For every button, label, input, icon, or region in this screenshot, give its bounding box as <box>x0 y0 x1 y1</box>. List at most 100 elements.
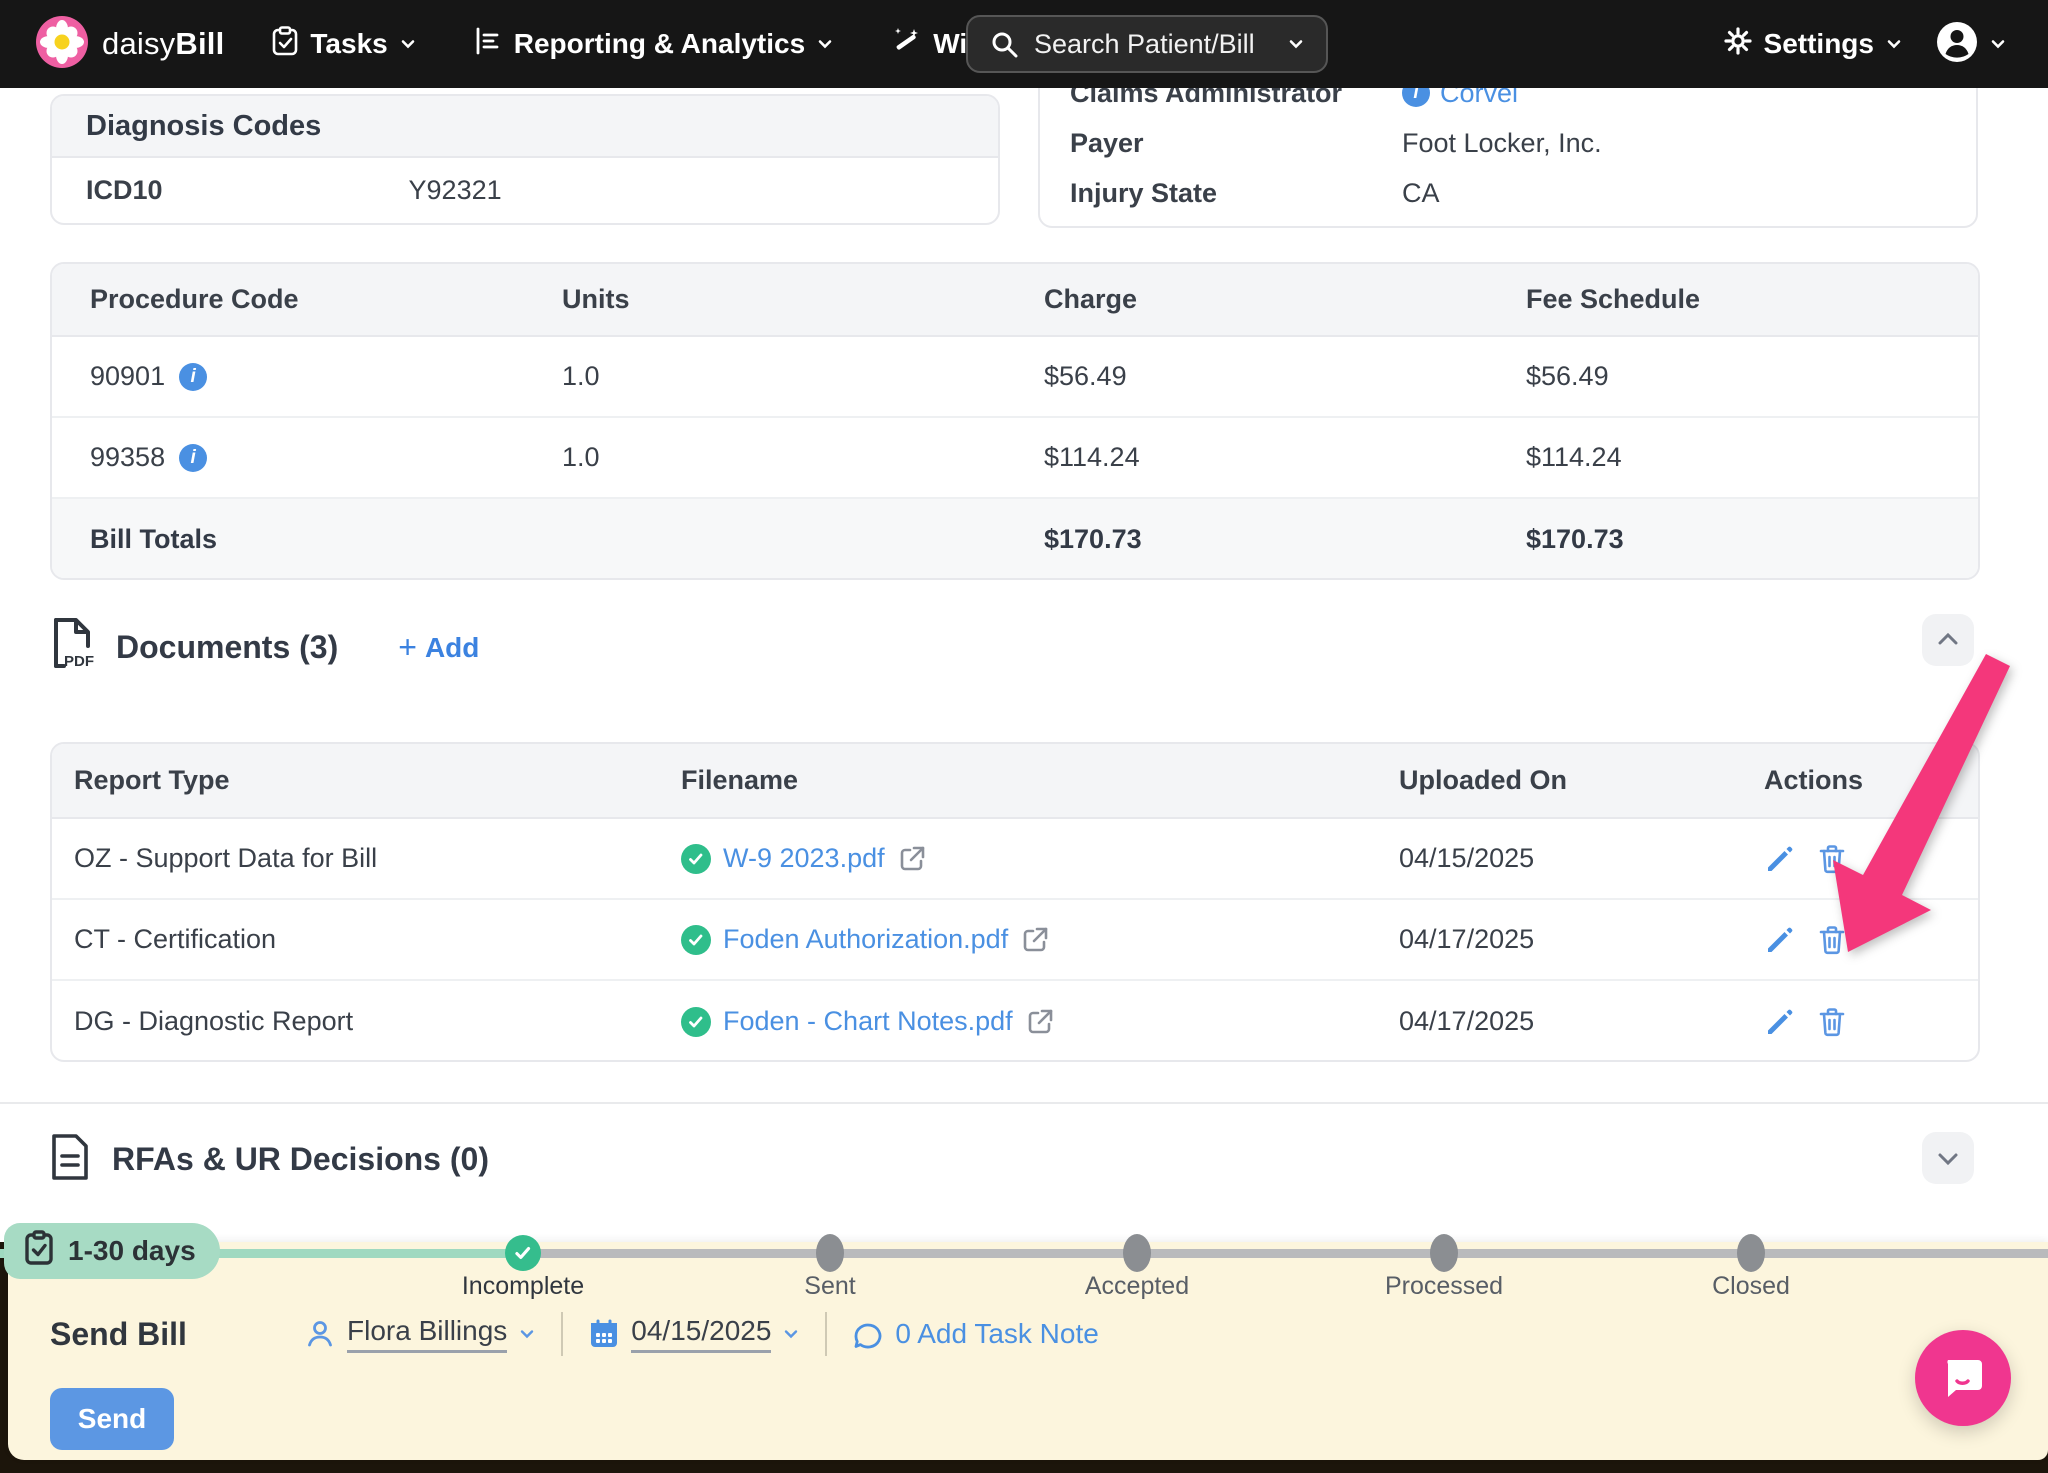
search-label: Search Patient/Bill <box>1034 29 1288 60</box>
uploaded-on: 04/17/2025 <box>1399 924 1764 955</box>
col-uploaded-on: Uploaded On <box>1399 765 1764 796</box>
brand-name: daisyBill <box>102 26 224 62</box>
edit-pencil-icon[interactable] <box>1764 924 1796 956</box>
total-fee-schedule: $170.73 <box>1526 524 1978 555</box>
check-circle-icon <box>681 844 711 874</box>
bill-age-text: 1-30 days <box>68 1235 196 1267</box>
external-link-icon[interactable] <box>897 844 927 874</box>
table-row: DG - Diagnostic Report Foden - Chart Not… <box>52 981 1978 1062</box>
nav-reporting-analytics[interactable]: Reporting & Analytics <box>474 27 833 62</box>
info-icon[interactable]: i <box>179 444 207 472</box>
procedure-code: 90901 <box>90 361 165 392</box>
report-type: DG - Diagnostic Report <box>74 1006 681 1037</box>
timeline-node-accepted <box>1123 1234 1151 1272</box>
diagnosis-code-row: ICD10 Y92321 <box>52 158 998 223</box>
document-link[interactable]: Foden - Chart Notes.pdf <box>723 1006 1013 1037</box>
biller-select[interactable]: Flora Billings <box>305 1315 535 1353</box>
col-actions: Actions <box>1764 765 1978 796</box>
timeline-label: Closed <box>1712 1272 1790 1301</box>
fee-schedule-value: $114.24 <box>1526 442 1978 473</box>
delete-trash-icon[interactable] <box>1816 1006 1848 1038</box>
bill-totals-row: Bill Totals $170.73 $170.73 <box>52 499 1978 580</box>
delete-trash-icon[interactable] <box>1816 924 1848 956</box>
rfas-title: RFAs & UR Decisions (0) <box>112 1141 489 1178</box>
nav-settings[interactable]: Settings <box>1724 27 1902 62</box>
search-icon <box>990 30 1018 58</box>
search-patient-bill[interactable]: Search Patient/Bill <box>966 15 1328 73</box>
timeline-label: Sent <box>804 1272 855 1301</box>
send-button[interactable]: Send <box>50 1388 174 1450</box>
top-nav: daisyBill Tasks Reportin <box>0 0 2048 88</box>
edit-pencil-icon[interactable] <box>1764 843 1796 875</box>
report-type: OZ - Support Data for Bill <box>74 843 681 874</box>
chevron-down-icon <box>519 1326 535 1342</box>
timeline-node-closed <box>1737 1234 1765 1272</box>
code-system: ICD10 <box>86 175 163 206</box>
svg-text:PDF: PDF <box>64 653 94 670</box>
col-units: Units <box>562 284 1044 315</box>
delete-trash-icon[interactable] <box>1816 843 1848 875</box>
diagnosis-code-value: Y92321 <box>409 175 502 206</box>
payer-label: Payer <box>1070 128 1402 159</box>
magic-wand-icon <box>891 26 921 63</box>
procedure-table: Procedure Code Units Charge Fee Schedule… <box>50 262 1980 580</box>
col-charge: Charge <box>1044 284 1526 315</box>
calendar-icon <box>589 1319 619 1349</box>
col-procedure-code: Procedure Code <box>90 284 562 315</box>
brand-logo[interactable]: daisyBill <box>36 16 224 73</box>
chevron-down-icon <box>1886 36 1902 52</box>
plus-icon: + <box>398 629 417 666</box>
document-link[interactable]: W-9 2023.pdf <box>723 843 885 874</box>
injury-state-value: CA <box>1402 178 1440 209</box>
col-report-type: Report Type <box>74 765 681 796</box>
procedure-code: 99358 <box>90 442 165 473</box>
col-filename: Filename <box>681 765 1399 796</box>
user-avatar-icon <box>1936 21 1978 68</box>
separator <box>561 1312 563 1356</box>
bill-date-select[interactable]: 04/15/2025 <box>589 1315 799 1353</box>
add-task-note-button[interactable]: 0 Add Task Note <box>853 1318 1098 1350</box>
chat-launcher-button[interactable] <box>1915 1330 2011 1426</box>
check-circle-icon <box>681 1007 711 1037</box>
gear-icon <box>1724 27 1752 62</box>
daisy-flower-icon <box>36 16 88 73</box>
chevron-down-icon <box>1936 1146 1960 1170</box>
units-value: 1.0 <box>562 442 1044 473</box>
check-circle-icon <box>505 1235 541 1271</box>
timeline-label: Processed <box>1385 1272 1503 1301</box>
clipboard-check-icon <box>24 1230 54 1273</box>
bill-date: 04/15/2025 <box>631 1315 771 1353</box>
payer-row: Payer Foot Locker, Inc. <box>1070 118 1976 168</box>
diagnosis-codes-title: Diagnosis Codes <box>52 96 998 158</box>
add-document-button[interactable]: + Add <box>398 629 479 666</box>
documents-header: PDF Documents (3) + Add <box>50 618 479 677</box>
table-row: OZ - Support Data for Bill W-9 2023.pdf … <box>52 819 1978 900</box>
table-row: CT - Certification Foden Authorization.p… <box>52 900 1978 981</box>
edit-pencil-icon[interactable] <box>1764 1006 1796 1038</box>
info-icon[interactable]: i <box>179 363 207 391</box>
col-fee-schedule: Fee Schedule <box>1526 284 1978 315</box>
external-link-icon[interactable] <box>1025 1007 1055 1037</box>
chevron-down-icon <box>783 1326 799 1342</box>
document-link[interactable]: Foden Authorization.pdf <box>723 924 1008 955</box>
send-bill-title: Send Bill <box>50 1316 305 1353</box>
bill-age-badge: 1-30 days <box>4 1223 220 1279</box>
expand-rfas-button[interactable] <box>1922 1132 1974 1184</box>
account-menu[interactable] <box>1936 21 2006 68</box>
units-value: 1.0 <box>562 361 1044 392</box>
pdf-file-icon: PDF <box>50 618 94 677</box>
nav-tasks[interactable]: Tasks <box>272 26 415 63</box>
documents-table-header: Report Type Filename Uploaded On Actions <box>52 744 1978 819</box>
chevron-down-icon <box>1990 36 2006 52</box>
report-type: CT - Certification <box>74 924 681 955</box>
documents-table: Report Type Filename Uploaded On Actions… <box>50 742 1980 1062</box>
bill-totals-label: Bill Totals <box>90 524 562 555</box>
collapse-documents-button[interactable] <box>1922 614 1974 666</box>
chevron-down-icon <box>817 36 833 52</box>
injury-state-label: Injury State <box>1070 178 1402 209</box>
separator <box>825 1312 827 1356</box>
diagnosis-codes-card: Diagnosis Codes ICD10 Y92321 <box>50 94 1000 225</box>
charge-value: $114.24 <box>1044 442 1526 473</box>
external-link-icon[interactable] <box>1020 925 1050 955</box>
chat-bubble-icon <box>1940 1355 1986 1401</box>
